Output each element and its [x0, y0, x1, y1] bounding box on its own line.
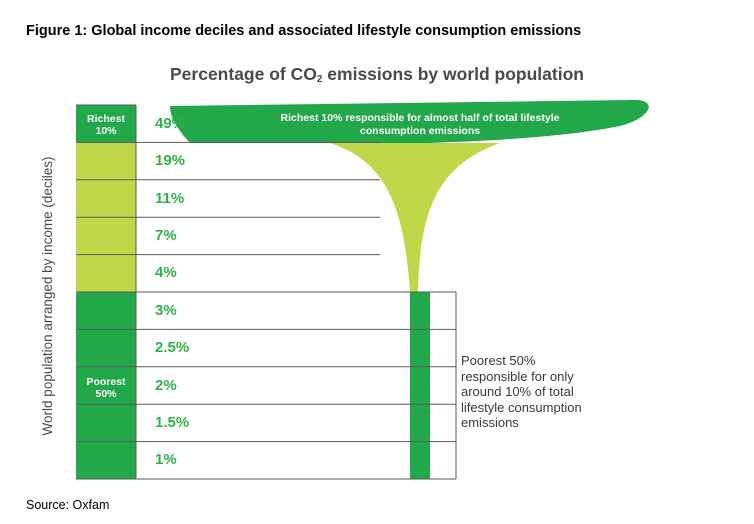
- value-label: 2.5%: [155, 339, 190, 357]
- value-label: 19%: [155, 152, 186, 170]
- richest-column-fill: [76, 105, 136, 143]
- funnel-neck: [330, 143, 500, 292]
- value-label: 1.5%: [155, 413, 190, 431]
- figure-title: Figure 1: Global income deciles and asso…: [26, 23, 582, 39]
- value-label: 1%: [155, 451, 177, 469]
- funnel-top-band: [170, 99, 649, 143]
- chart-title-subscript: 2: [316, 74, 323, 85]
- funnel-stem: [410, 292, 430, 479]
- chart-title: Percentage of CO2 emissions by world pop…: [0, 64, 754, 85]
- poorest-annotation: Poorest 50% responsible for only around …: [461, 353, 582, 430]
- value-label: 2%: [155, 376, 177, 394]
- value-label: 49%: [155, 114, 186, 132]
- poorest-column-fill: [76, 292, 136, 479]
- richest-annotation: Richest 10% responsible for almost half …: [280, 112, 560, 137]
- source-note: Source: Oxfam: [26, 498, 110, 512]
- chart-title-main: Percentage of CO: [170, 64, 317, 84]
- poorest-group-label: Poorest 50%: [86, 376, 126, 400]
- value-label: 7%: [155, 226, 177, 244]
- value-label: 11%: [155, 189, 185, 207]
- chart-title-rest: emissions by world population: [322, 64, 584, 84]
- richest-group-label: Richest 10%: [87, 113, 125, 137]
- value-label: 4%: [155, 264, 177, 282]
- value-label: 3%: [155, 301, 177, 319]
